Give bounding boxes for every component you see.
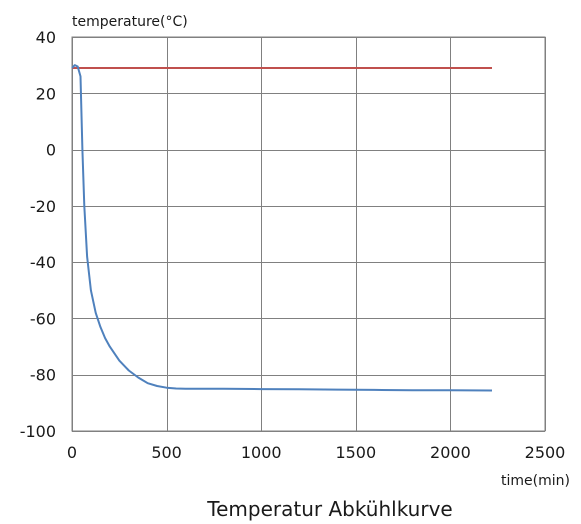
- x-tick-label: 2000: [430, 443, 471, 462]
- x-axis-label: time(min): [501, 473, 570, 489]
- x-tick-label: 1500: [335, 443, 376, 462]
- plot-area: [71, 36, 546, 432]
- y-tick-label: -80: [30, 366, 56, 385]
- y-tick-label: -40: [30, 253, 56, 272]
- x-tick-label: 0: [67, 443, 77, 462]
- y-tick-label: 40: [36, 28, 56, 47]
- y-tick-label: 20: [36, 84, 56, 103]
- y-tick-labels: 40 20 0 -20 -40 -60 -80 -100: [20, 28, 56, 441]
- gridlines: [72, 37, 546, 432]
- y-tick-label: -20: [30, 197, 56, 216]
- chart-title: Temperatur Abkühlkurve: [206, 497, 452, 521]
- y-tick-label: -100: [20, 422, 56, 441]
- y-tick-label: -60: [30, 309, 56, 328]
- x-tick-label: 2500: [525, 443, 566, 462]
- series-layer: [71, 64, 493, 392]
- y-axis-label: temperature(°C): [72, 14, 188, 30]
- y-tick-label: 0: [46, 141, 56, 160]
- series-line-blue: [71, 64, 493, 392]
- x-tick-labels: 0 500 1000 1500 2000 2500: [67, 443, 565, 462]
- x-tick-label: 1000: [241, 443, 282, 462]
- x-tick-label: 500: [151, 443, 182, 462]
